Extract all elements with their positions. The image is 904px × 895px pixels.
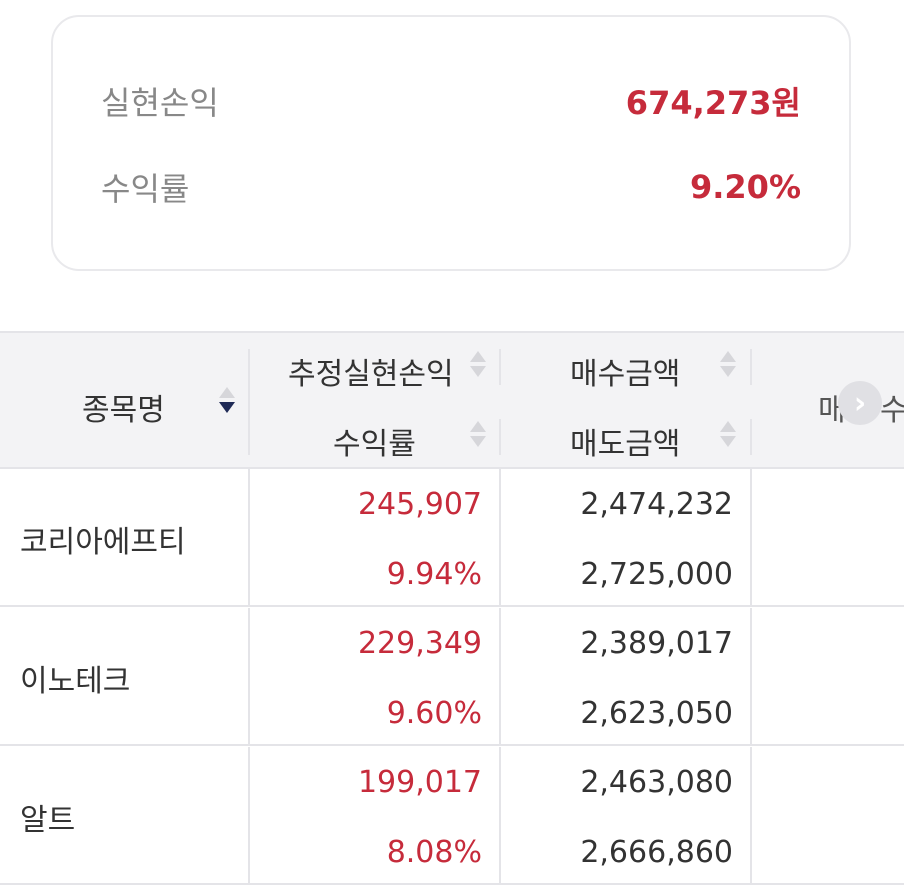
sell-amount: 2,623,050	[580, 696, 733, 731]
est-realized-pl: 199,017	[357, 765, 482, 800]
header-sell-amount[interactable]: 매도금액	[570, 427, 681, 462]
stock-name[interactable]: 알트	[20, 803, 76, 838]
cell-divider	[499, 747, 501, 883]
header-divider	[750, 419, 752, 455]
sort-buy-amount-icon[interactable]	[720, 351, 736, 379]
buy-amount: 2,389,017	[580, 626, 733, 661]
header-return-rate[interactable]: 수익률	[333, 427, 416, 462]
table-row[interactable]: 알트 199,017 8.08% 2,463,080 2,666,860	[0, 747, 904, 885]
return-rate-row: 수익률 9.20%	[101, 165, 801, 209]
realized-pl-label: 실현손익	[101, 84, 219, 122]
return-rate: 9.60%	[386, 696, 482, 731]
sell-amount: 2,725,000	[580, 557, 733, 592]
cell-divider	[499, 469, 501, 605]
cell-divider	[750, 469, 752, 605]
cell-divider	[750, 608, 752, 744]
cell-divider	[750, 747, 752, 883]
est-realized-pl: 229,349	[357, 626, 482, 661]
table-header: 종목명 추정실현손익 수익률 매수금액 매도금액 매 수 ›	[0, 331, 904, 469]
header-divider	[499, 349, 501, 385]
cell-divider	[248, 747, 250, 883]
header-est-realized-pl[interactable]: 추정실현손익	[288, 357, 454, 392]
stock-name[interactable]: 코리아에프티	[20, 525, 186, 560]
buy-amount: 2,474,232	[580, 487, 733, 522]
summary-card: 실현손익 674,273원 수익률 9.20%	[51, 15, 851, 271]
sort-return-rate-icon[interactable]	[470, 421, 486, 449]
header-partial-col-b: 수	[880, 393, 904, 428]
realized-pl-row: 실현손익 674,273원	[101, 79, 801, 123]
buy-amount: 2,463,080	[580, 765, 733, 800]
realized-pl-value: 674,273원	[625, 84, 801, 122]
scroll-right-button[interactable]: ›	[838, 381, 882, 425]
trade-table: 종목명 추정실현손익 수익률 매수금액 매도금액 매 수 › 코리아에프티 24…	[0, 331, 904, 895]
chevron-right-icon: ›	[853, 385, 867, 421]
sort-est-pl-icon[interactable]	[470, 351, 486, 379]
return-rate-label: 수익률	[101, 170, 190, 208]
header-name[interactable]: 종목명	[82, 393, 165, 428]
cell-divider	[248, 608, 250, 744]
return-rate-value: 9.20%	[689, 168, 801, 206]
cell-divider	[499, 608, 501, 744]
stock-name[interactable]: 이노테크	[20, 664, 131, 699]
header-divider	[499, 419, 501, 455]
est-realized-pl: 245,907	[357, 487, 482, 522]
cell-divider	[248, 469, 250, 605]
sell-amount: 2,666,860	[580, 835, 733, 870]
header-divider	[750, 349, 752, 385]
header-buy-amount[interactable]: 매수금액	[570, 357, 681, 392]
return-rate: 8.08%	[386, 835, 482, 870]
table-row[interactable]: 이노테크 229,349 9.60% 2,389,017 2,623,050	[0, 608, 904, 746]
sort-sell-amount-icon[interactable]	[720, 421, 736, 449]
table-row[interactable]: 코리아에프티 245,907 9.94% 2,474,232 2,725,000	[0, 469, 904, 607]
header-divider	[248, 349, 250, 455]
sort-name-icon[interactable]	[219, 387, 235, 415]
return-rate: 9.94%	[386, 557, 482, 592]
